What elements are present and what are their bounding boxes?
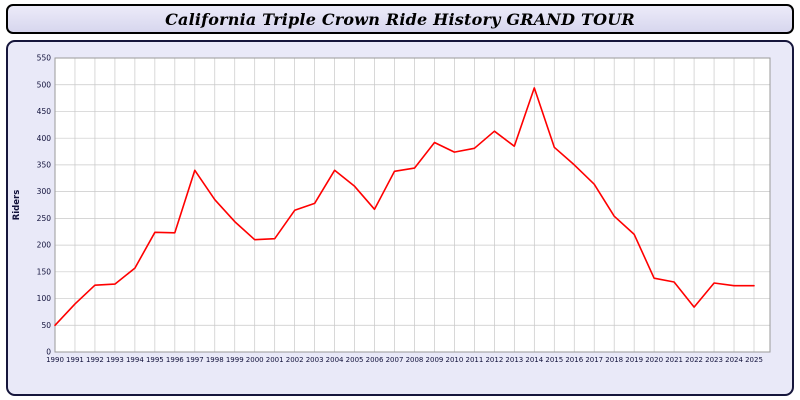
x-tick-label: 2009	[426, 356, 444, 364]
x-tick-label: 2003	[306, 356, 324, 364]
x-tick-label: 2023	[705, 356, 723, 364]
svg-text:0: 0	[46, 348, 51, 357]
x-tick-label: 1995	[146, 356, 164, 364]
x-tick-label: 1990	[46, 356, 64, 364]
svg-text:50: 50	[41, 321, 51, 330]
x-tick-label: 1996	[166, 356, 184, 364]
svg-text:100: 100	[37, 294, 52, 303]
x-tick-label: 2007	[386, 356, 404, 364]
series-line-riders	[54, 87, 755, 327]
x-tick-label: 1997	[186, 356, 204, 364]
x-tick-label: 2005	[346, 356, 364, 364]
x-tick-label: 2010	[446, 356, 464, 364]
svg-text:550: 550	[37, 54, 52, 63]
x-tick-label: 2022	[685, 356, 703, 364]
x-tick-label: 2002	[286, 356, 304, 364]
chart-title: California Triple Crown Ride History GRA…	[165, 9, 635, 29]
y-axis-title: Riders	[12, 190, 22, 221]
svg-text:150: 150	[37, 267, 52, 276]
svg-text:350: 350	[37, 161, 52, 170]
svg-text:400: 400	[37, 134, 52, 143]
x-tick-label: 2015	[545, 356, 563, 364]
svg-text:200: 200	[37, 241, 52, 250]
x-tick-label: 2013	[505, 356, 523, 364]
x-tick-label: 2025	[745, 356, 763, 364]
x-tick-label: 2011	[465, 356, 483, 364]
svg-text:450: 450	[37, 107, 52, 116]
x-tick-label: 1993	[106, 356, 124, 364]
x-tick-label: 2008	[406, 356, 424, 364]
x-tick-label: 2000	[246, 356, 264, 364]
x-tick-label: 2018	[605, 356, 623, 364]
x-tick-label: 1999	[226, 356, 244, 364]
x-tick-label: 2001	[266, 356, 284, 364]
svg-text:500: 500	[37, 80, 52, 89]
x-tick-label: 1991	[66, 356, 84, 364]
x-tick-label: 1994	[126, 356, 144, 364]
chart-panel: 0 50 100 150 200 250 300 350 400 450 500 550 1990 199…	[6, 40, 794, 396]
x-tick-label: 2019	[625, 356, 643, 364]
chart-title-bar: California Triple Crown Ride History GRA…	[6, 4, 794, 34]
svg-text:300: 300	[37, 187, 52, 196]
x-tick-label: 2016	[565, 356, 583, 364]
svg-text:250: 250	[37, 214, 52, 223]
x-tick-label: 2012	[485, 356, 503, 364]
x-tick-label: 2004	[326, 356, 344, 364]
x-tick-label: 1998	[206, 356, 224, 364]
x-tick-label: 2014	[525, 356, 543, 364]
x-tick-label: 2021	[665, 356, 683, 364]
x-tick-label: 1992	[86, 356, 104, 364]
x-tick-label: 2017	[585, 356, 603, 364]
x-tick-label: 2020	[645, 356, 663, 364]
x-tick-label: 2024	[725, 356, 743, 364]
x-tick-label: 2006	[366, 356, 384, 364]
